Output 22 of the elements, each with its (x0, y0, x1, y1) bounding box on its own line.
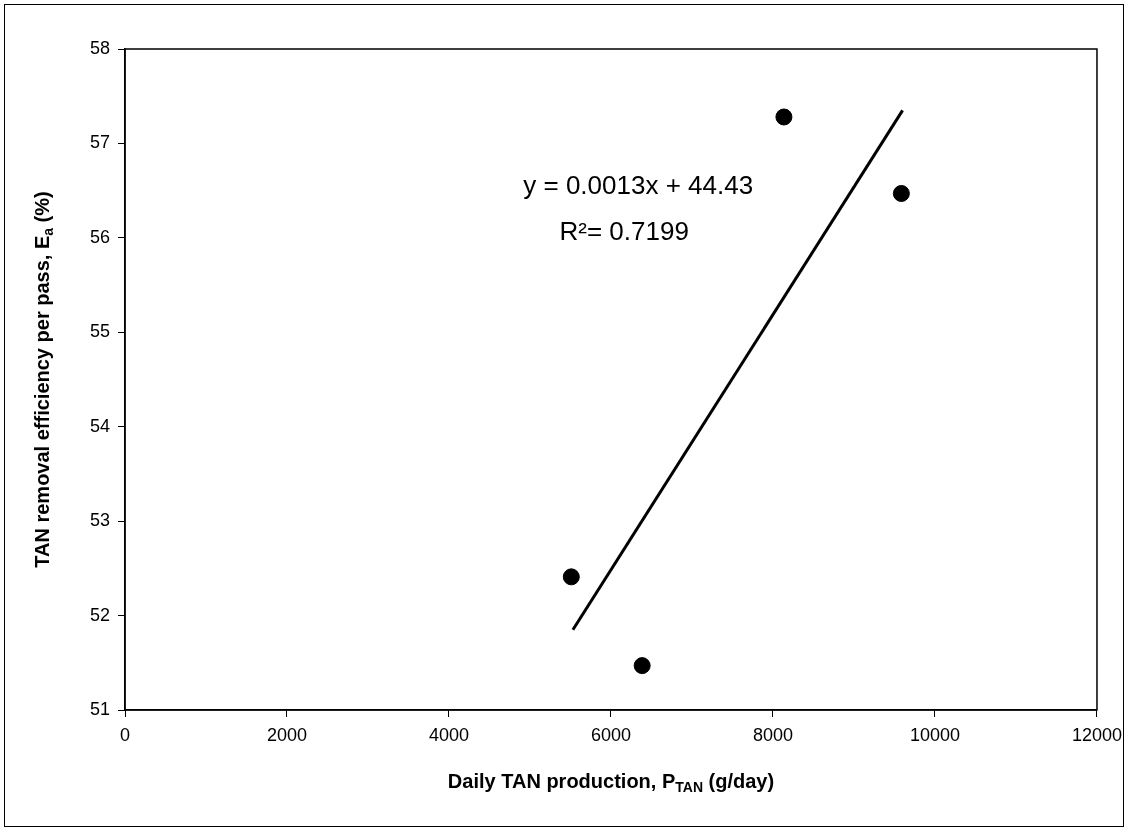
point (892, 184, 910, 202)
x-tick-label: 10000 (909, 724, 961, 745)
point (562, 568, 580, 586)
x-tick-label: 0 (119, 724, 131, 745)
y-tick-label: 51 (89, 698, 110, 719)
annotation: R²= 0.7199 (559, 216, 689, 247)
y-tick-label: 57 (89, 132, 110, 153)
x-tick-label: 12000 (1071, 724, 1122, 745)
y-axis-title: TAN removal efficiency per pass, Ea (%) (30, 191, 56, 568)
y-tick-label: 54 (89, 415, 110, 436)
point (633, 657, 651, 675)
y-tick-label: 52 (89, 604, 110, 625)
point (775, 108, 793, 126)
annotation: y = 0.0013x + 44.43 (523, 170, 754, 201)
y-tick-label: 58 (89, 37, 110, 58)
y-tick-label: 56 (89, 226, 110, 247)
y-tick-label: 55 (89, 321, 110, 342)
x-tick-label: 4000 (428, 724, 470, 745)
y-tick-label: 53 (89, 510, 110, 531)
x-tick-label: 2000 (266, 724, 308, 745)
x-tick-label: 6000 (590, 724, 632, 745)
x-tick-label: 8000 (752, 724, 794, 745)
